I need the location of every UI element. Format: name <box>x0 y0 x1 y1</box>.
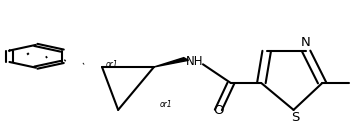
Text: S: S <box>291 111 300 124</box>
Text: NH: NH <box>187 55 204 68</box>
Text: or1: or1 <box>159 100 172 109</box>
Text: or1: or1 <box>106 60 118 69</box>
Text: N: N <box>301 36 311 49</box>
Polygon shape <box>154 58 189 67</box>
Text: O: O <box>213 104 224 117</box>
